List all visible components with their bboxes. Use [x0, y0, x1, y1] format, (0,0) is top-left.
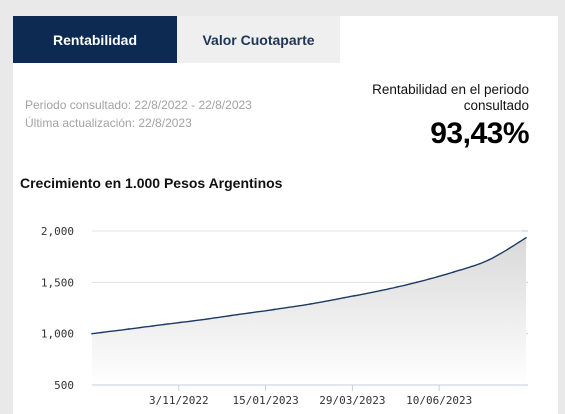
period-consulted: Periodo consultado: 22/8/2022 - 22/8/202…: [25, 98, 252, 112]
data-point: [163, 323, 166, 326]
growth-area: [92, 237, 526, 385]
y-tick-label: 2,000: [41, 225, 74, 238]
chart-title: Crecimiento en 1.000 Pesos Argentinos: [20, 175, 283, 191]
x-tick-label: 10/06/2023: [406, 394, 472, 407]
y-tick-label: 1,000: [41, 328, 74, 341]
x-tick-label: 3/11/2022: [149, 394, 209, 407]
return-label-line1: Rentabilidad en el periodo: [372, 82, 529, 97]
data-point: [525, 236, 527, 239]
data-point: [488, 258, 490, 261]
tab-valor-cuotaparte[interactable]: Valor Cuotaparte: [177, 16, 340, 63]
tab-bar: Rentabilidad Valor Cuotaparte: [13, 16, 340, 63]
data-point: [200, 319, 203, 321]
data-point: [273, 308, 275, 311]
data-point: [380, 289, 382, 292]
y-tick-label: 500: [54, 379, 74, 392]
x-tick-label: 15/01/2023: [232, 394, 298, 407]
y-tick-label: 1,500: [41, 276, 74, 289]
data-point: [415, 281, 418, 284]
x-tick-label: 29/03/2023: [319, 394, 385, 407]
data-point: [343, 296, 345, 299]
data-point: [309, 303, 312, 305]
period-info: Periodo consultado: 22/8/2022 - 22/8/202…: [25, 96, 252, 132]
tab-rentabilidad[interactable]: Rentabilidad: [13, 16, 177, 63]
return-value: 93,43%: [430, 117, 529, 150]
data-point: [452, 271, 455, 273]
data-point: [91, 332, 93, 335]
last-updated: Última actualización: 22/8/2023: [25, 116, 192, 130]
return-summary: Rentabilidad en el periodo consultado 93…: [372, 82, 529, 151]
data-point: [236, 313, 238, 316]
data-point: [128, 328, 130, 330]
return-label-line2: consultado: [463, 98, 529, 113]
